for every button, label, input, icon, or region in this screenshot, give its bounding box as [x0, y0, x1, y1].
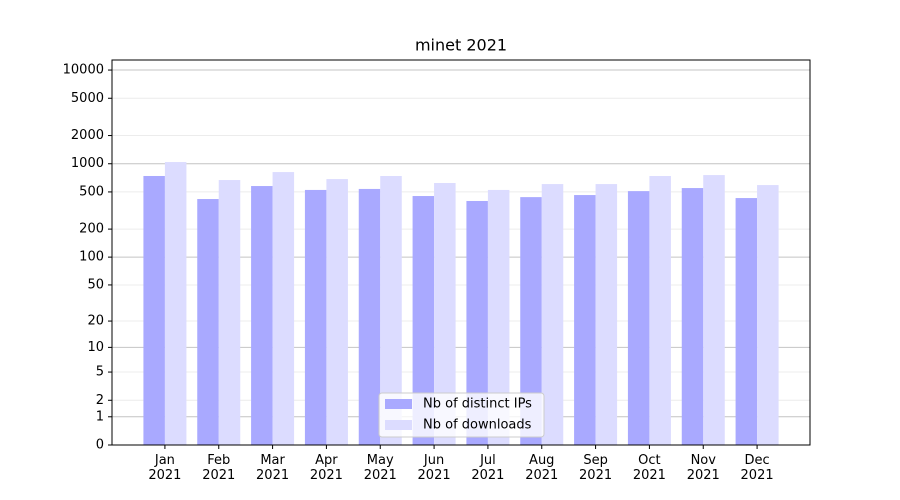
y-tick-label: 500: [79, 184, 104, 199]
bar: [143, 175, 165, 445]
x-tick-label: Oct 2021: [632, 453, 666, 483]
legend: Nb of distinct IPs Nb of downloads: [378, 392, 545, 438]
y-tick-label: 0: [96, 438, 104, 453]
y-tick-label: 200: [79, 222, 104, 237]
bar: [520, 197, 542, 445]
bar: [197, 199, 219, 445]
bar: [434, 182, 456, 445]
y-tick-label: 1: [96, 409, 104, 424]
bar: [757, 185, 779, 445]
bar: [735, 198, 758, 445]
x-tick-label: Jan 2021: [148, 453, 182, 483]
bar: [164, 162, 187, 445]
bar: [304, 189, 327, 445]
y-tick-label: 20: [87, 314, 104, 329]
bar: [574, 195, 596, 445]
bar: [649, 175, 671, 445]
bar: [595, 184, 618, 445]
bar: [703, 175, 725, 445]
bar: [487, 189, 510, 445]
bar: [412, 196, 435, 445]
y-tick-label: 2000: [71, 128, 104, 143]
y-tick-label: 10: [87, 340, 104, 355]
y-tick-label: 10000: [63, 63, 104, 78]
y-tick-label: 100: [79, 250, 104, 265]
x-tick-label: Jul 2021: [471, 453, 505, 483]
legend-label: Nb of distinct IPs: [423, 397, 532, 412]
bar: [218, 180, 241, 445]
x-tick-label: Nov 2021: [686, 453, 720, 483]
x-tick-label: Mar 2021: [256, 453, 290, 483]
bar: [326, 179, 348, 445]
bar: [541, 184, 564, 445]
x-tick-label: Jun 2021: [417, 453, 451, 483]
x-tick-label: Dec 2021: [740, 453, 774, 483]
chart-title: minet 2021: [415, 36, 507, 55]
legend-swatch: [385, 420, 412, 430]
bar: [466, 200, 488, 445]
axes-frame: [111, 59, 811, 446]
y-tick-label: 5: [96, 365, 104, 380]
x-tick-label: Feb 2021: [202, 453, 236, 483]
legend-label: Nb of downloads: [423, 418, 532, 433]
legend-box: [378, 392, 545, 438]
y-tick-label: 50: [87, 277, 104, 292]
y-tick-label: 5000: [71, 91, 104, 106]
y-tick-label: 2: [96, 393, 104, 408]
bar: [272, 172, 295, 445]
x-tick-label: Aug 2021: [525, 453, 559, 483]
x-tick-label: Apr 2021: [309, 453, 343, 483]
x-tick-label: Sep 2021: [579, 453, 613, 483]
bar: [251, 186, 273, 445]
y-tick-label: 1000: [71, 156, 104, 171]
bar: [380, 175, 402, 445]
x-tick-label: May 2021: [363, 453, 397, 483]
bar: [627, 191, 650, 445]
legend-swatch: [385, 399, 412, 409]
bar: [681, 188, 704, 445]
bar: [358, 188, 381, 446]
